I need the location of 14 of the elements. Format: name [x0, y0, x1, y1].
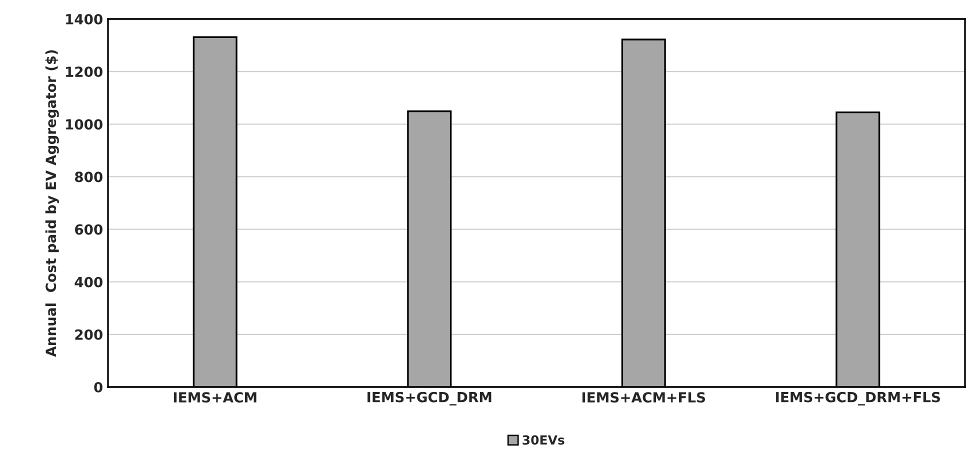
y-tick-label: 400: [74, 276, 102, 288]
y-tick-label: 800: [74, 172, 102, 182]
x-tick-label: IEMS+GCD_DRM+FLS: [776, 392, 940, 406]
y-tick-label: 600: [75, 224, 102, 235]
y-axis-title: Annual Cost paid by EV Aggregator ($): [45, 50, 59, 357]
y-tick-label: 200: [75, 329, 102, 340]
y-tick-label: 1400: [66, 14, 102, 24]
x-tick-label: IEMS+ACM: [174, 392, 256, 403]
y-tick-label: 1000: [66, 119, 102, 130]
legend-label: 30EVs: [522, 435, 564, 445]
x-tick-label: IEMS+ACM+FLS: [582, 392, 706, 403]
y-tick-label: 1200: [66, 66, 102, 78]
x-tick-label: IEMS+GCD_DRM: [368, 392, 492, 406]
y-tick-label: 0: [94, 382, 102, 392]
